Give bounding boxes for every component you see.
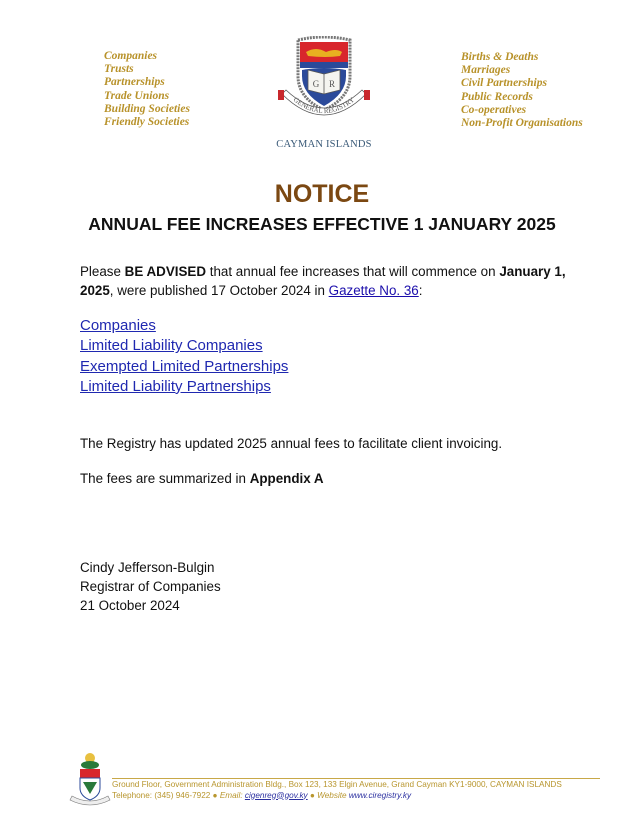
bullet: ● [212, 790, 218, 800]
location-label: CAYMAN ISLANDS [276, 139, 372, 150]
link-companies[interactable]: Companies [80, 317, 156, 334]
footer-address: Ground Floor, Government Administration … [112, 780, 562, 789]
text: that annual fee increases that will comm… [206, 264, 500, 279]
fee-links-list: Companies Limited Liability Companies Ex… [80, 316, 288, 397]
service-item: Births & Deaths [461, 51, 539, 63]
service-item: Non-Profit Organisations [461, 117, 583, 130]
service-item: Building Societies [104, 102, 190, 115]
website-label: Website [317, 790, 347, 800]
link-limited-liability-partnerships[interactable]: Limited Liability Partnerships [80, 377, 271, 395]
services-list-right: Births & Deaths Marriages Civil Partners… [461, 51, 583, 130]
notice-subtitle: ANNUAL FEE INCREASES EFFECTIVE 1 JANUARY… [88, 214, 556, 234]
text: The fees are summarized in [80, 471, 250, 486]
emphasis: BE ADVISED [124, 264, 207, 279]
link-exempted-limited-partnerships[interactable]: Exempted Limited Partnerships [80, 357, 289, 375]
monogram-r: R [329, 79, 335, 89]
footer-divider [112, 778, 600, 779]
service-item: Public Records [461, 90, 533, 103]
service-item: Civil Partnerships [461, 77, 547, 90]
text: , were published 17 October 2024 in [109, 283, 329, 298]
email-link[interactable]: cigenreg@gov.ky [244, 790, 308, 800]
services-list-left: Companies Trusts Partnerships Trade Unio… [104, 50, 190, 129]
signature-date: 21 October 2024 [80, 598, 180, 613]
website-link[interactable]: www.ciregistry.ky [348, 790, 412, 800]
service-item: Companies [104, 50, 158, 62]
footer-contact: Ground Floor, Government Administration … [112, 780, 562, 801]
signature-block: Cindy Jefferson-Bulgin Registrar of Comp… [80, 558, 221, 615]
bullet: ● [309, 790, 315, 800]
footer-phone: Telephone: (345) 946-7922 [112, 790, 211, 800]
service-item: Partnerships [104, 76, 165, 89]
signatory-name: Cindy Jefferson-Bulgin [80, 560, 215, 575]
service-item: Trusts [104, 63, 134, 76]
notice-title: NOTICE [274, 180, 370, 208]
text: : [418, 283, 423, 298]
service-item: Friendly Societies [104, 116, 190, 129]
cayman-islands-coat-of-arms-icon [69, 753, 111, 806]
monogram-g: G [313, 79, 320, 89]
registry-paragraph: The Registry has updated 2025 annual fee… [80, 436, 503, 451]
service-item: Co-operatives [461, 103, 527, 116]
intro-paragraph: Please BE ADVISED that annual fee increa… [80, 262, 570, 300]
gazette-link[interactable]: Gazette No. 36 [328, 283, 419, 298]
link-limited-liability-companies[interactable]: Limited Liability Companies [80, 337, 263, 355]
appendix-reference: Appendix A [249, 471, 324, 486]
signatory-role: Registrar of Companies [80, 579, 221, 594]
general-registry-crest-logo: G R GENERAL REGISTRY [278, 36, 370, 116]
text: Please [80, 264, 125, 279]
appendix-paragraph: The fees are summarized in Appendix A [80, 469, 324, 488]
service-item: Marriages [461, 64, 511, 77]
email-label: Email: [219, 790, 243, 800]
service-item: Trade Unions [104, 89, 170, 102]
emphasis-date: January 1, 2025 [80, 264, 566, 298]
